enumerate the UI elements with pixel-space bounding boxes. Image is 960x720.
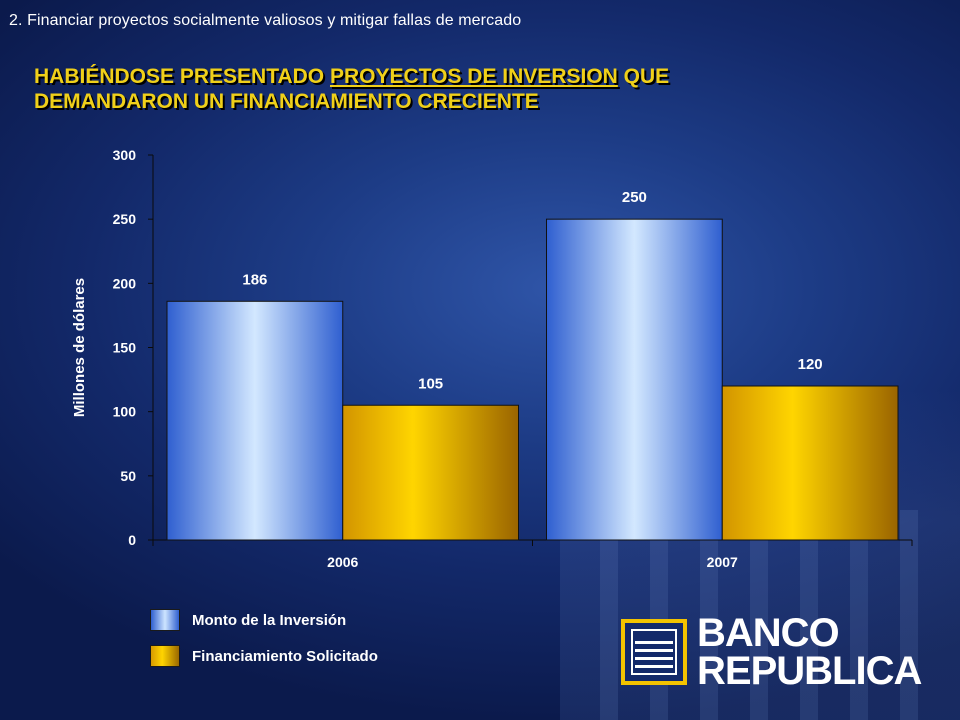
slide-subtitle: 2. Financiar proyectos socialmente valio…	[9, 12, 522, 29]
headline-underlined: PROYECTOS DE INVERSION	[329, 65, 618, 88]
legend-item-inversion: Monto de la Inversión	[150, 604, 378, 636]
bar-2007-series-1	[546, 218, 723, 541]
x-category-label: 2007	[707, 554, 738, 570]
data-label: 120	[798, 356, 823, 373]
y-tick-label: 200	[113, 275, 137, 291]
y-tick-label: 250	[113, 211, 137, 227]
legend-swatch-gold	[150, 645, 180, 667]
bank-emblem-icon	[621, 619, 687, 685]
logo-line-1: BANCO	[697, 611, 840, 655]
legend-swatch-blue	[150, 609, 180, 631]
data-label: 105	[418, 375, 443, 392]
data-label: 186	[242, 271, 267, 288]
legend-label: Monto de la Inversión	[192, 611, 347, 629]
bar-2006-series-2	[342, 404, 519, 541]
bar-2006-series-1	[166, 300, 344, 541]
legend-item-financiamiento: Financiamiento Solicitado	[150, 640, 378, 672]
headline-line-2: DEMANDARON UN FINANCIAMIENTO CRECIENTE	[34, 90, 539, 113]
chart-legend: Monto de la Inversión Financiamiento Sol…	[150, 604, 378, 676]
y-tick-label: 300	[113, 147, 137, 163]
logo-wordmark: BANCO REPUBLICA	[697, 611, 922, 693]
bar-2007-series-2	[721, 385, 899, 541]
data-label: 250	[622, 189, 647, 206]
headline-line-1: HABIÉNDOSE PRESENTADO PROYECTOS DE INVER…	[34, 64, 834, 89]
y-tick-label: 150	[113, 340, 137, 356]
y-tick-label: 0	[128, 532, 136, 548]
y-axis-title: Millones de dólares	[71, 278, 88, 417]
y-tick-label: 100	[113, 404, 137, 420]
headline-text-b: QUE	[617, 65, 670, 88]
slide-headline: HABIÉNDOSE PRESENTADO PROYECTOS DE INVER…	[34, 64, 834, 114]
logo-line-2: REPUBLICA	[697, 649, 922, 693]
legend-label: Financiamiento Solicitado	[192, 647, 378, 665]
banco-republica-logo: BANCO REPUBLICA	[621, 611, 922, 693]
x-category-label: 2006	[327, 554, 358, 570]
y-tick-label: 50	[120, 468, 136, 484]
headline-text-a: HABIÉNDOSE PRESENTADO	[34, 65, 330, 88]
